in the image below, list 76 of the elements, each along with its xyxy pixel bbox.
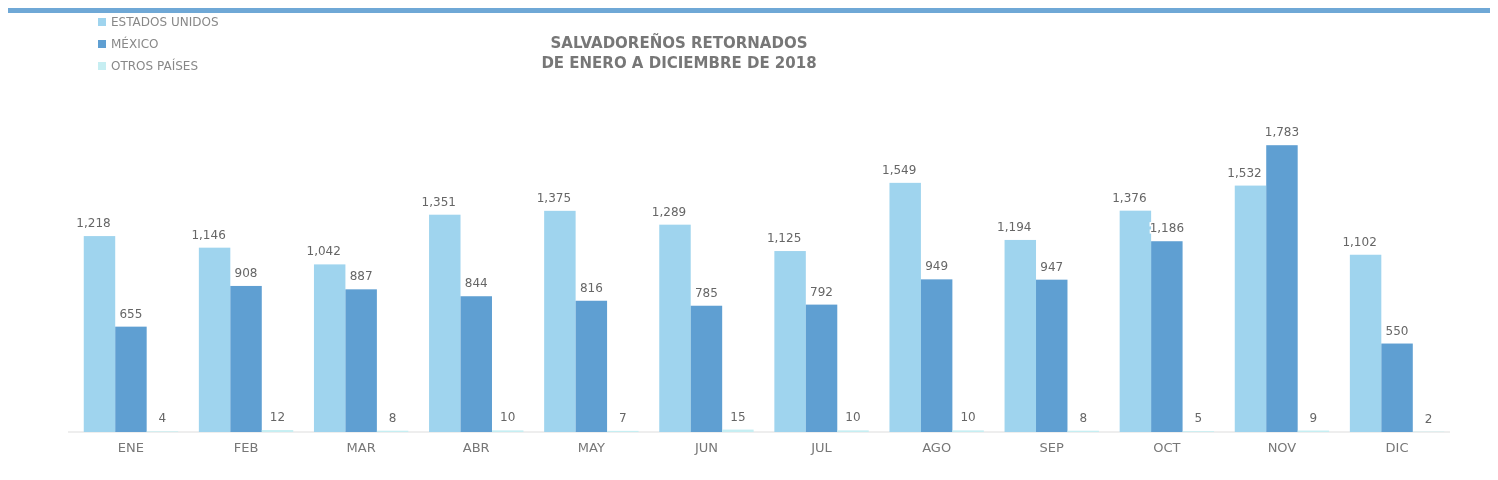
bar [690,305,723,432]
x-tick-label: SEP [1039,440,1065,455]
data-label: 887 [349,269,373,284]
data-label: 816 [579,280,603,295]
bar [1119,210,1152,432]
x-tick-label: AGO [922,440,952,455]
x-tick-label: MAR [346,440,376,455]
data-label: 1,102 [1342,234,1377,249]
data-label: 1,125 [766,231,802,246]
data-label: 550 [1385,323,1409,338]
bar [544,210,576,432]
bar [1151,241,1183,432]
data-label: 9 [1309,410,1318,425]
bar [1004,239,1037,432]
bar [230,285,262,432]
legend-label: OTROS PAÍSES [111,58,199,73]
bar [659,224,691,432]
chart-title: SALVADOREÑOS RETORNADOS DE ENERO A DICIEMBRE DE 2018 [541,33,817,72]
x-tick-label: OCT [1153,440,1181,455]
data-label: 2 [1424,411,1433,426]
data-label: 908 [234,265,258,280]
data-label: 1,376 [1112,190,1147,205]
data-label: 15 [730,409,746,424]
bar [1349,254,1382,432]
x-tick-label: NOV [1267,440,1297,455]
bar [889,182,921,432]
legend-label: MÉXICO [111,36,159,51]
data-label: 1,375 [536,190,572,205]
bar [1266,145,1298,432]
data-label: 1,042 [306,244,341,259]
data-label: 1,351 [421,194,456,209]
x-tick-label: MAY [577,440,605,455]
bar [1381,343,1413,432]
x-tick-label: ENE [117,440,145,455]
bar [1036,279,1068,432]
x-tick-label: FEB [233,440,259,455]
data-label: 7 [618,410,627,425]
bar [429,214,461,432]
x-tick-label: JUL [810,440,833,455]
bar [198,247,231,432]
data-label: 655 [119,306,143,321]
data-label: 949 [925,259,949,274]
bar [575,300,608,432]
bar [313,264,346,432]
x-tick-label: DIC [1385,440,1409,455]
data-label: 1,549 [882,162,917,177]
data-label: 4 [158,411,167,426]
data-label: 12 [269,410,286,425]
data-label: 10 [500,410,516,425]
data-label: 1,146 [191,227,226,242]
data-label: 5 [1194,411,1203,426]
data-label: 10 [845,410,861,425]
bar [115,326,147,432]
bar [345,289,377,432]
bar [83,236,116,432]
data-label: 1,218 [76,216,111,231]
x-tick-label: JUN [693,440,718,455]
bar [774,251,806,432]
data-label: 1,289 [651,204,687,219]
data-label: 1,532 [1227,165,1262,180]
data-label: 1,186 [1149,221,1185,236]
data-label: 785 [695,285,718,300]
x-tick-label: ABR [462,440,490,455]
data-label: 947 [1040,259,1064,274]
data-label: 10 [960,410,976,425]
data-label: 8 [1079,410,1088,425]
bar [1234,185,1267,432]
data-label: 1,783 [1264,125,1300,140]
legend-label: ESTADOS UNIDOS [111,15,219,29]
bar [805,304,838,432]
data-label: 792 [810,284,833,299]
data-label: 8 [388,410,397,425]
bar [920,279,953,432]
data-label: 1,194 [997,219,1032,234]
bar [460,296,492,432]
data-label: 844 [464,276,488,291]
